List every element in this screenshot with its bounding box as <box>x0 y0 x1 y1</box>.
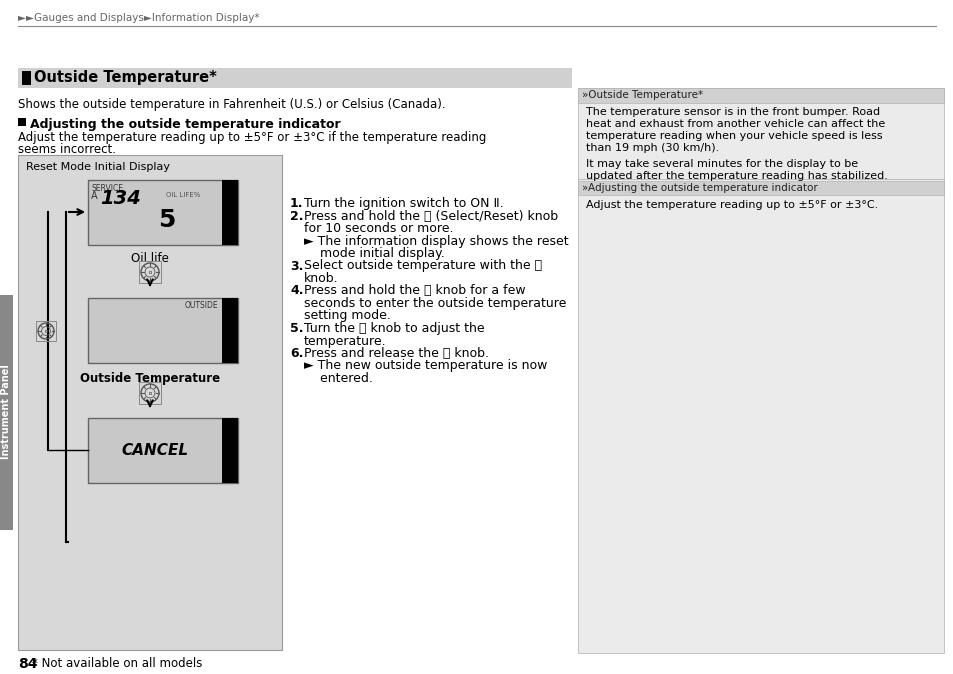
Text: 1.: 1. <box>290 197 303 210</box>
Text: for 10 seconds or more.: for 10 seconds or more. <box>304 222 453 235</box>
Bar <box>149 392 152 394</box>
Bar <box>578 88 943 653</box>
Text: ►►Gauges and Displays►Information Display*: ►►Gauges and Displays►Information Displa… <box>18 13 259 23</box>
Text: Adjusting the outside temperature indicator: Adjusting the outside temperature indica… <box>30 118 340 131</box>
Text: mode initial display.: mode initial display. <box>304 247 444 260</box>
Text: A: A <box>91 191 97 201</box>
Text: SERVICE: SERVICE <box>91 184 124 193</box>
Bar <box>139 382 161 404</box>
Text: updated after the temperature reading has stabilized.: updated after the temperature reading ha… <box>585 171 887 181</box>
Bar <box>0 295 13 530</box>
Text: ► The new outside temperature is now: ► The new outside temperature is now <box>304 359 547 373</box>
Text: It may take several minutes for the display to be: It may take several minutes for the disp… <box>585 159 858 169</box>
Text: OIL LIFE%: OIL LIFE% <box>166 192 200 198</box>
Text: setting mode.: setting mode. <box>304 309 391 322</box>
Text: »Adjusting the outside temperature indicator: »Adjusting the outside temperature indic… <box>581 183 817 193</box>
Text: 134: 134 <box>100 189 141 208</box>
Bar <box>45 330 47 332</box>
Bar <box>88 418 237 483</box>
Text: Turn the ignition switch to ON Ⅱ.: Turn the ignition switch to ON Ⅱ. <box>304 197 503 210</box>
Bar <box>18 118 26 126</box>
Text: Press and hold the ⓞ (Select/Reset) knob: Press and hold the ⓞ (Select/Reset) knob <box>304 210 558 222</box>
Text: 84: 84 <box>18 657 37 671</box>
Bar <box>18 68 572 88</box>
Text: entered.: entered. <box>304 372 373 385</box>
Bar <box>578 181 943 195</box>
Text: Outside Temperature*: Outside Temperature* <box>34 70 216 85</box>
Text: Oil life: Oil life <box>131 252 169 265</box>
Text: than 19 mph (30 km/h).: than 19 mph (30 km/h). <box>585 143 719 153</box>
Bar <box>222 418 237 483</box>
Bar <box>222 180 237 245</box>
Text: 6.: 6. <box>290 347 303 360</box>
Text: 5: 5 <box>158 208 175 232</box>
Text: heat and exhaust from another vehicle can affect the: heat and exhaust from another vehicle ca… <box>585 119 884 129</box>
Bar <box>88 180 237 245</box>
Text: ► The information display shows the reset: ► The information display shows the rese… <box>304 235 568 247</box>
Text: OUTSIDE: OUTSIDE <box>184 301 218 310</box>
Bar <box>149 271 152 274</box>
Text: Press and release the ⓞ knob.: Press and release the ⓞ knob. <box>304 347 489 360</box>
Text: Press and hold the ⓞ knob for a few: Press and hold the ⓞ knob for a few <box>304 284 525 297</box>
Text: Instrument Panel: Instrument Panel <box>2 365 11 460</box>
Text: seems incorrect.: seems incorrect. <box>18 143 116 156</box>
Text: Shows the outside temperature in Fahrenheit (U.S.) or Celsius (Canada).: Shows the outside temperature in Fahrenh… <box>18 98 445 111</box>
Text: Turn the ⓞ knob to adjust the: Turn the ⓞ knob to adjust the <box>304 322 484 335</box>
Text: CANCEL: CANCEL <box>121 443 189 458</box>
Text: Select outside temperature with the ⓞ: Select outside temperature with the ⓞ <box>304 259 541 272</box>
Text: temperature reading when your vehicle speed is less: temperature reading when your vehicle sp… <box>585 131 882 141</box>
Bar <box>88 298 237 363</box>
Bar <box>36 321 56 341</box>
Text: seconds to enter the outside temperature: seconds to enter the outside temperature <box>304 297 566 310</box>
Bar <box>222 298 237 363</box>
Text: The temperature sensor is in the front bumper. Road: The temperature sensor is in the front b… <box>585 107 880 117</box>
Text: Reset Mode Initial Display: Reset Mode Initial Display <box>26 162 170 172</box>
Bar <box>22 71 30 85</box>
Text: 4.: 4. <box>290 284 303 297</box>
Text: temperature.: temperature. <box>304 334 386 348</box>
Text: knob.: knob. <box>304 272 338 285</box>
Text: Adjust the temperature reading up to ±5°F or ±3°C.: Adjust the temperature reading up to ±5°… <box>585 200 878 210</box>
Bar <box>18 155 282 650</box>
Text: Adjust the temperature reading up to ±5°F or ±3°C if the temperature reading: Adjust the temperature reading up to ±5°… <box>18 131 486 144</box>
Text: 3.: 3. <box>290 259 303 272</box>
Text: 5.: 5. <box>290 322 303 335</box>
Text: * Not available on all models: * Not available on all models <box>32 657 202 670</box>
Text: Outside Temperature: Outside Temperature <box>80 372 220 385</box>
Text: 2.: 2. <box>290 210 303 222</box>
Text: »Outside Temperature*: »Outside Temperature* <box>581 90 702 100</box>
Bar <box>139 261 161 283</box>
Bar <box>578 88 943 103</box>
